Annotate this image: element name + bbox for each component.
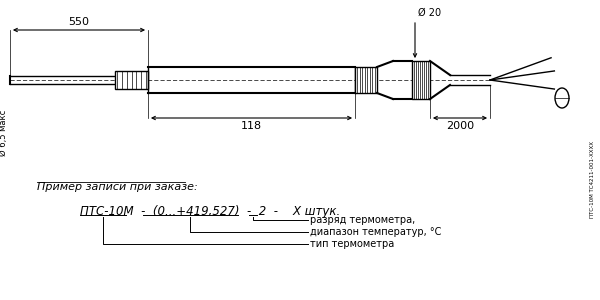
Ellipse shape [555, 88, 569, 108]
Bar [412, 61, 430, 99]
Text: тип термометра: тип термометра [310, 239, 394, 249]
Text: Ø 20: Ø 20 [418, 8, 441, 18]
Text: Пример записи при заказе:: Пример записи при заказе: [37, 182, 198, 192]
Bar [115, 71, 148, 89]
Text: Ø 6,5 макс: Ø 6,5 макс [0, 110, 8, 156]
Text: разряд термометра,: разряд термометра, [310, 215, 415, 225]
Text: ПТС-10М  -  (0...+419,527)  -  2  -    X штук.: ПТС-10М - (0...+419,527) - 2 - X штук. [80, 205, 340, 218]
Bar [355, 67, 377, 93]
Text: 2000: 2000 [446, 121, 474, 131]
Text: 118: 118 [241, 121, 262, 131]
Text: 550: 550 [68, 17, 89, 27]
Text: диапазон температур, °C: диапазон температур, °C [310, 227, 442, 237]
Text: ПТС-10М ТС4211-001-ХХХХ: ПТС-10М ТС4211-001-ХХХХ [590, 142, 595, 218]
